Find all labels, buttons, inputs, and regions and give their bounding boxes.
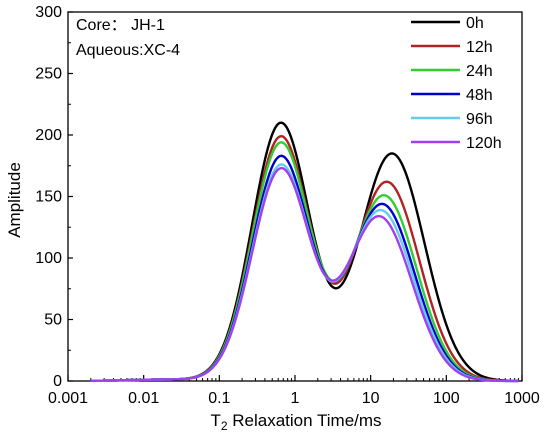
x-tick-label: 1 [291, 390, 300, 407]
y-tick-label: 150 [35, 189, 62, 206]
x-tick-label: 100 [433, 390, 460, 407]
x-axis-title-main: T [210, 411, 220, 430]
legend-label-48h: 48h [466, 87, 493, 104]
legend-label-120h: 120h [466, 135, 502, 152]
y-tick-label: 200 [35, 127, 62, 144]
x-tick-label: 10 [362, 390, 380, 407]
series-lines [90, 121, 519, 383]
legend: 0h 12h 24h 48h 96h 120h [411, 15, 502, 152]
x-tick-label: 0.01 [128, 390, 159, 407]
legend-label-24h: 24h [466, 63, 493, 80]
annotation-core: Core： JH-1 [76, 17, 165, 34]
x-axis-title-rest: Relaxation Time/ms [228, 411, 382, 430]
legend-label-0h: 0h [466, 15, 484, 32]
y-tick-label: 100 [35, 250, 62, 267]
x-axis-title-subscript: 2 [221, 419, 228, 433]
y-axis-ticks: 0 50 100 150 200 250 300 [35, 4, 73, 390]
y-axis-title: Amplitude [5, 162, 24, 238]
y-tick-label: 300 [35, 4, 62, 21]
legend-label-96h: 96h [466, 111, 493, 128]
annotation-aqueous: Aqueous:XC-4 [76, 42, 180, 59]
x-axis-title: T2 Relaxation Time/ms [210, 411, 381, 433]
x-axis-ticks: 0.001 0.01 0.1 1 10 100 1000 [48, 375, 540, 407]
y-tick-label: 50 [44, 312, 62, 329]
x-tick-label: 0.001 [48, 390, 88, 407]
x-tick-label: 1000 [504, 390, 540, 407]
series-line-120h [90, 166, 519, 383]
y-tick-label: 250 [35, 66, 62, 83]
y-tick-label: 0 [53, 373, 62, 390]
x-tick-label: 0.1 [208, 390, 230, 407]
legend-label-12h: 12h [466, 39, 493, 56]
